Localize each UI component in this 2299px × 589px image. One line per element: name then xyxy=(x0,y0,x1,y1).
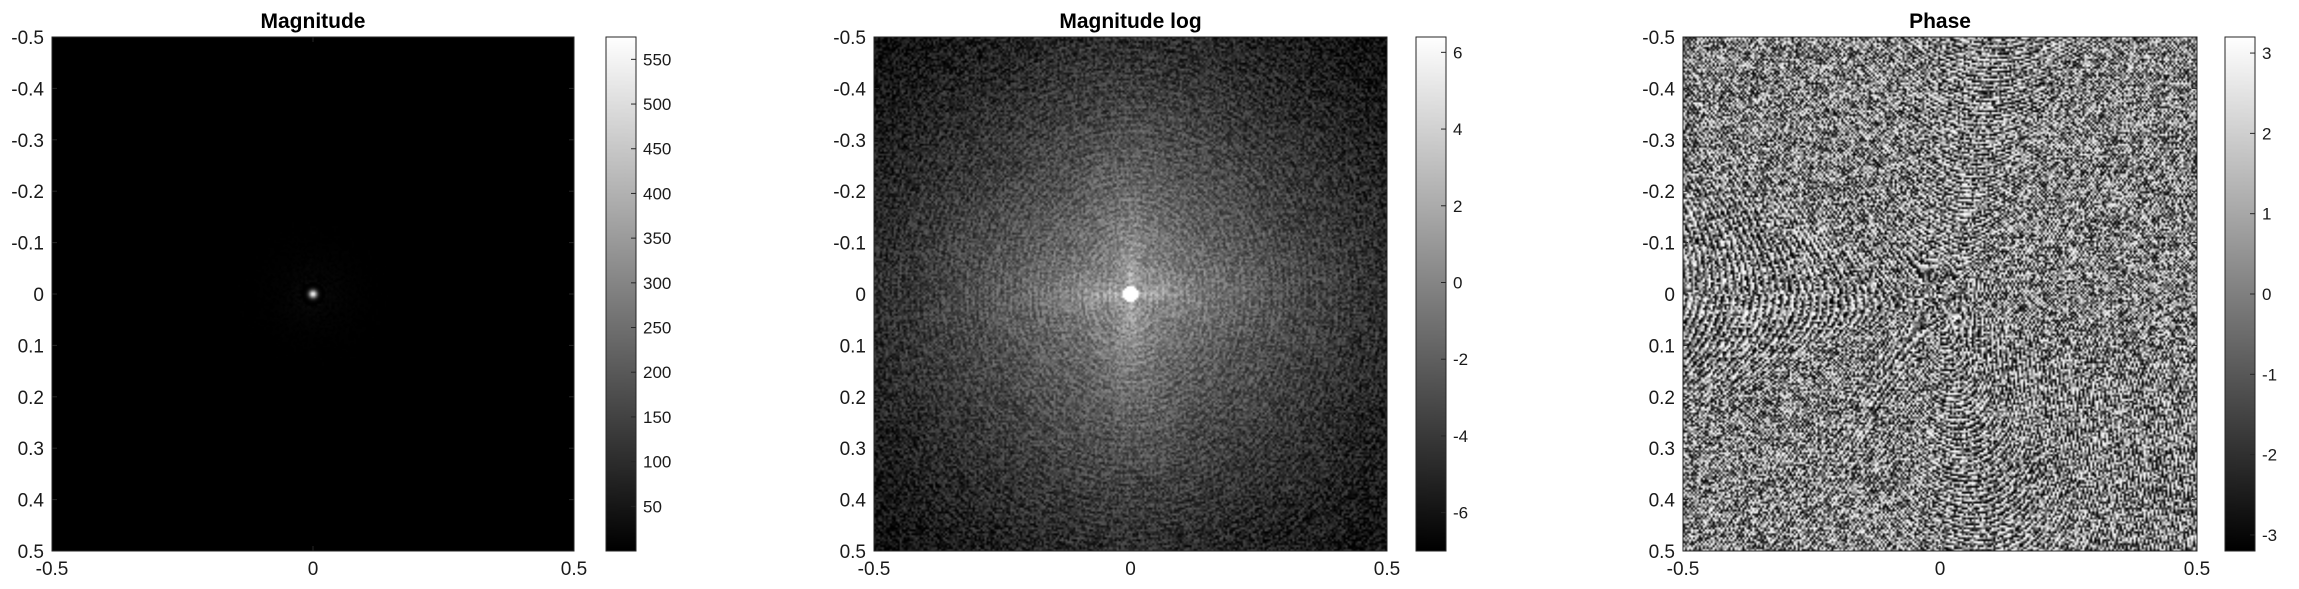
colorbar-tick-label: 1 xyxy=(2262,205,2271,224)
y-tick-label: -0.2 xyxy=(11,182,44,203)
colorbar-gradient xyxy=(1416,37,1446,551)
colorbar-tick-label: 400 xyxy=(643,184,671,203)
y-tick-label: -0.3 xyxy=(11,131,44,152)
y-tick-label: 0 xyxy=(1664,285,1675,306)
x-tick-label: 0.5 xyxy=(1374,559,1400,580)
phase-heatmap xyxy=(1683,37,2197,551)
y-tick-label: 0.3 xyxy=(18,439,44,460)
y-tick-label: -0.5 xyxy=(11,28,44,49)
x-tick-label: 0 xyxy=(1125,559,1136,580)
colorbar-frame xyxy=(605,36,637,552)
colorbar-tick-label: 300 xyxy=(643,274,671,293)
y-tick-label: -0.1 xyxy=(11,234,44,255)
colorbar: 50 100 150 200 250 300 350 400 450 500 550 xyxy=(605,36,671,552)
y-tick-label: 0.5 xyxy=(1649,542,1675,563)
x-tick-label: 0 xyxy=(308,559,319,580)
y-tick-label: -0.2 xyxy=(833,182,866,203)
y-tick-label: 0.5 xyxy=(18,542,44,563)
y-tick-label: -0.4 xyxy=(1642,79,1675,100)
colorbar-tick-label: 0 xyxy=(1453,273,1462,292)
y-tick-label: -0.3 xyxy=(1642,131,1675,152)
colorbar-tick-label: -6 xyxy=(1453,504,1468,523)
plot-title: Magnitude xyxy=(261,10,366,33)
colorbar-tick-label: 3 xyxy=(2262,44,2271,63)
colorbar-gradient xyxy=(606,37,636,551)
colorbar-tick-label: 350 xyxy=(643,229,671,248)
y-tick-label: -0.4 xyxy=(833,79,866,100)
colorbar-tick-label: 4 xyxy=(1453,120,1462,139)
colorbar-tick-label: 500 xyxy=(643,95,671,114)
subplot-2: Magnitude log-0.5 0 0.5-0.5-0.4-0.3-0.2-0.… xyxy=(833,10,1468,580)
y-tick-label: 0.1 xyxy=(1649,336,1675,357)
y-tick-label: 0.4 xyxy=(18,491,45,512)
y-tick-label: -0.5 xyxy=(833,28,866,49)
x-tick-label: -0.5 xyxy=(858,559,891,580)
y-tick-label: 0.4 xyxy=(840,491,867,512)
x-tick-label: 0.5 xyxy=(561,559,587,580)
plot-title: Magnitude log xyxy=(1059,10,1201,33)
colorbar-frame xyxy=(1415,36,1447,552)
y-tick-label: 0.2 xyxy=(18,388,44,409)
colorbar-tick-label: 450 xyxy=(643,140,671,159)
y-tick-label: -0.2 xyxy=(1642,182,1675,203)
y-tick-label: -0.4 xyxy=(11,79,44,100)
y-tick-label: 0.4 xyxy=(1649,491,1676,512)
colorbar-tick-label: 150 xyxy=(643,408,671,427)
y-tick-label: 0 xyxy=(855,285,866,306)
colorbar-tick-label: 6 xyxy=(1453,43,1462,62)
colorbar: -3 -2 -1 0 1 2 3 xyxy=(2224,36,2277,552)
colorbar-tick-label: -1 xyxy=(2262,365,2277,384)
y-tick-label: 0.5 xyxy=(840,542,866,563)
colorbar-tick-label: 250 xyxy=(643,319,671,338)
y-tick-label: -0.3 xyxy=(833,131,866,152)
colorbar-tick-label: 50 xyxy=(643,497,662,516)
colorbar-tick-label: -2 xyxy=(1453,350,1468,369)
y-tick-label: 0 xyxy=(33,285,44,306)
y-tick-label: -0.5 xyxy=(1642,28,1675,49)
log-magnitude-heatmap xyxy=(874,37,1387,551)
colorbar-tick-label: -4 xyxy=(1453,427,1468,446)
y-tick-label: 0.1 xyxy=(840,336,866,357)
y-tick-label: 0.1 xyxy=(18,336,44,357)
colorbar-tick-label: -2 xyxy=(2262,446,2277,465)
colorbar-tick-label: 2 xyxy=(2262,124,2271,143)
colorbar-tick-label: 0 xyxy=(2262,285,2271,304)
colorbar-tick-label: 2 xyxy=(1453,197,1462,216)
y-tick-label: 0.2 xyxy=(840,388,866,409)
colorbar: -6 -4 -2 0 2 4 6 xyxy=(1415,36,1468,552)
colorbar-tick-label: 550 xyxy=(643,50,671,69)
subplot-3: Phase-0.5 0 0.5-0.5-0.4-0.3-0.2-0.100.10.2… xyxy=(1642,10,2277,580)
x-tick-label: 0.5 xyxy=(2184,559,2210,580)
x-tick-label: -0.5 xyxy=(1667,559,1700,580)
colorbar-tick-label: -3 xyxy=(2262,526,2277,545)
magnitude-heatmap xyxy=(52,37,574,551)
colorbar-tick-label: 200 xyxy=(643,363,671,382)
plot-title: Phase xyxy=(1909,10,1971,33)
colorbar-tick-label: 100 xyxy=(643,453,671,472)
y-tick-label: -0.1 xyxy=(1642,234,1675,255)
subplot-1: Magnitude-0.5 0 0.5-0.5-0.4-0.3-0.2-0.100.… xyxy=(11,10,671,580)
y-tick-label: 0.3 xyxy=(840,439,866,460)
y-tick-label: -0.1 xyxy=(833,234,866,255)
y-tick-label: 0.2 xyxy=(1649,388,1675,409)
x-tick-label: 0 xyxy=(1935,559,1946,580)
x-tick-label: -0.5 xyxy=(36,559,69,580)
y-tick-label: 0.3 xyxy=(1649,439,1675,460)
